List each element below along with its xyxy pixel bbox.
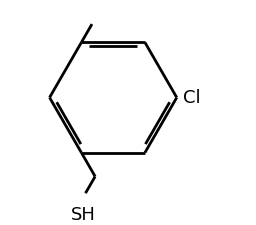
Text: SH: SH (71, 206, 96, 224)
Text: Cl: Cl (183, 88, 201, 106)
